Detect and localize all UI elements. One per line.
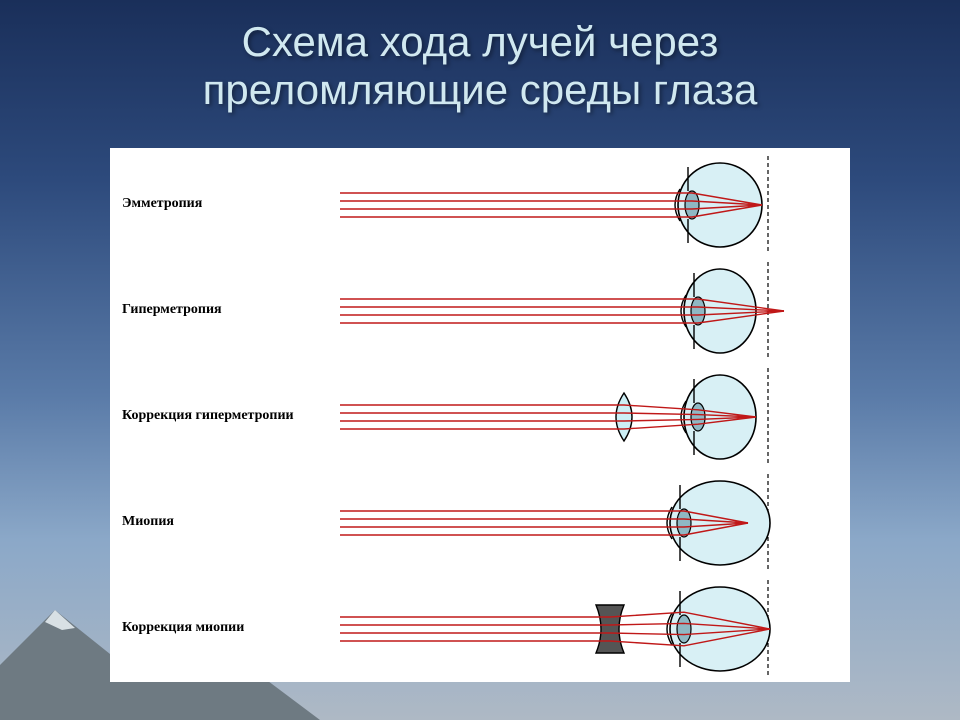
row-svg [340, 258, 840, 364]
row-label: Гиперметропия [122, 302, 222, 318]
row-svg [340, 470, 840, 576]
diagram-container: Эмметропия Гиперметропия Коррекция гиперме… [110, 148, 850, 682]
row-label: Коррекция миопии [122, 620, 244, 636]
row-label: Миопия [122, 514, 174, 530]
title-line-2: преломляющие среды глаза [203, 66, 758, 113]
diagram-row-myopia-correction: Коррекция миопии [110, 576, 850, 682]
diagram-row-hyperopia-correction: Коррекция гиперметропии [110, 364, 850, 470]
diagram-row-emmetropia: Эмметропия [110, 152, 850, 258]
row-svg [340, 152, 840, 258]
row-label: Эмметропия [122, 196, 202, 212]
row-svg [340, 364, 840, 470]
title-line-1: Схема хода лучей через [242, 18, 719, 65]
diagram-row-hyperopia: Гиперметропия [110, 258, 850, 364]
diagram-row-myopia: Миопия [110, 470, 850, 576]
row-svg [340, 576, 840, 682]
slide-title: Схема хода лучей через преломляющие сред… [0, 0, 960, 115]
row-label: Коррекция гиперметропии [122, 408, 294, 424]
